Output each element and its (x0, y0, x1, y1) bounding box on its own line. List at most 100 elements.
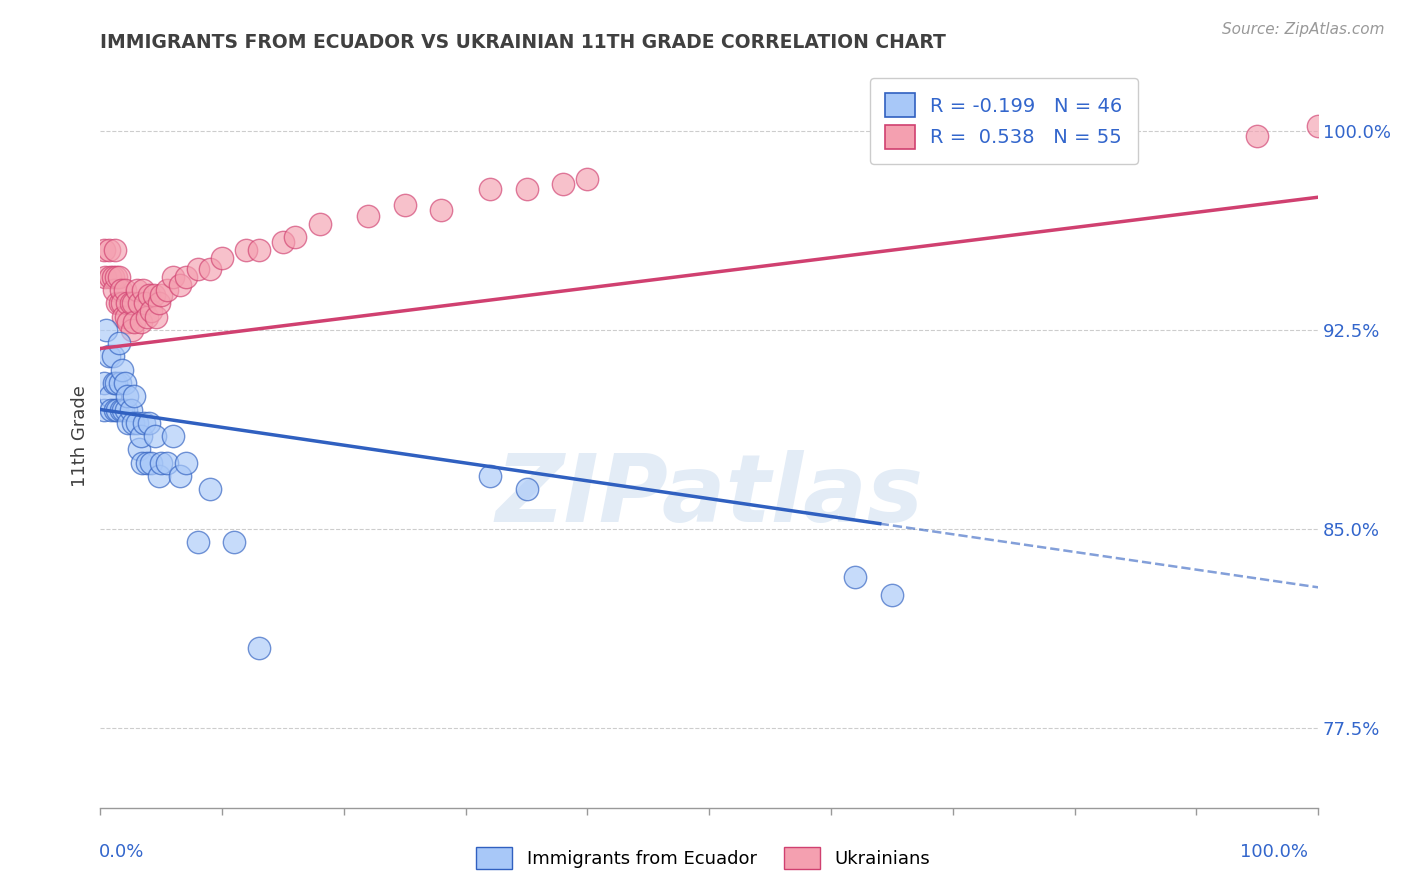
Text: 0.0%: 0.0% (98, 843, 143, 861)
Point (134, 296, 156, 310)
Point (120, 296, 142, 310)
Point (198, 482, 221, 496)
Y-axis label: 11th Grade: 11th Grade (72, 385, 89, 487)
Text: 100.0%: 100.0% (1240, 843, 1308, 861)
Point (112, 310, 135, 324)
Point (271, 235, 294, 250)
Point (98, 389, 121, 403)
Point (479, 468, 502, 483)
Point (479, 182, 502, 196)
Point (138, 416, 160, 430)
Point (128, 296, 150, 310)
Point (1246, 129, 1268, 144)
Point (105, 402, 128, 417)
Point (115, 310, 138, 324)
Point (150, 288, 173, 302)
Point (108, 376, 131, 390)
Point (105, 376, 128, 390)
Point (357, 209, 380, 223)
Point (224, 535, 246, 549)
Point (93, 376, 115, 390)
Point (169, 277, 191, 292)
Point (115, 389, 138, 403)
Point (145, 310, 167, 324)
Point (110, 283, 132, 297)
Point (553, 177, 575, 191)
Point (131, 456, 153, 470)
Point (93, 402, 115, 417)
Point (132, 283, 155, 297)
Point (97, 350, 120, 364)
Point (115, 296, 138, 310)
Point (162, 269, 184, 284)
Point (148, 296, 170, 310)
Text: IMMIGRANTS FROM ECUADOR VS UKRAINIAN 11TH GRADE CORRELATION CHART: IMMIGRANTS FROM ECUADOR VS UKRAINIAN 11T… (100, 33, 946, 52)
Point (284, 230, 307, 244)
Point (122, 296, 145, 310)
Point (430, 203, 453, 218)
Point (187, 535, 209, 549)
Point (143, 429, 166, 443)
Point (150, 456, 173, 470)
Point (174, 456, 197, 470)
Point (120, 402, 142, 417)
Point (135, 456, 157, 470)
Point (125, 283, 148, 297)
Point (97, 244, 120, 258)
Point (844, 570, 866, 584)
Point (122, 416, 145, 430)
Point (129, 429, 152, 443)
Point (141, 304, 163, 318)
Point (101, 269, 124, 284)
Point (101, 350, 124, 364)
Point (156, 456, 179, 470)
Legend: R = -0.199   N = 46, R =  0.538   N = 55: R = -0.199 N = 46, R = 0.538 N = 55 (870, 78, 1137, 164)
Point (516, 182, 538, 196)
Point (115, 402, 138, 417)
Point (103, 376, 125, 390)
Point (104, 244, 127, 258)
Point (105, 296, 128, 310)
Point (117, 315, 139, 329)
Point (135, 310, 157, 324)
Point (880, 588, 903, 602)
Point (134, 416, 156, 430)
Point (100, 402, 122, 417)
Point (169, 468, 191, 483)
Point (124, 389, 146, 403)
Point (308, 217, 330, 231)
Point (516, 482, 538, 496)
Point (235, 244, 257, 258)
Text: ZIPatlas: ZIPatlas (495, 450, 924, 541)
Point (93, 244, 115, 258)
Point (129, 315, 152, 329)
Point (94, 269, 117, 284)
Point (104, 402, 127, 417)
Point (148, 468, 170, 483)
Point (138, 288, 160, 302)
Point (156, 283, 179, 297)
Legend: Immigrants from Ecuador, Ukrainians: Immigrants from Ecuador, Ukrainians (467, 838, 939, 879)
Point (162, 429, 184, 443)
Point (103, 283, 125, 297)
Point (111, 296, 134, 310)
Point (174, 269, 197, 284)
Point (141, 456, 163, 470)
Point (107, 336, 129, 351)
Point (107, 269, 129, 284)
Point (110, 402, 132, 417)
Point (576, 171, 599, 186)
Point (124, 315, 146, 329)
Point (211, 252, 233, 266)
Point (114, 283, 136, 297)
Point (128, 442, 150, 457)
Point (1308, 119, 1330, 133)
Point (142, 288, 165, 302)
Point (108, 296, 131, 310)
Point (112, 402, 135, 417)
Point (111, 362, 134, 376)
Point (96, 323, 118, 337)
Point (98, 269, 121, 284)
Text: Source: ZipAtlas.com: Source: ZipAtlas.com (1222, 22, 1385, 37)
Point (198, 261, 221, 276)
